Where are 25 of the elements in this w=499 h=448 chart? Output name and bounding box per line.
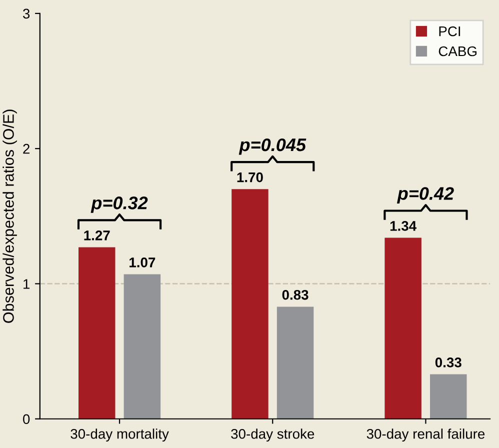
data-label: 1.27: [84, 230, 110, 240]
bar: [232, 189, 268, 419]
data-label: 1.70: [237, 172, 263, 182]
y-axis-title: Observed/expected ratios (O/E): [2, 110, 17, 323]
x-tick-label: 30-day stroke: [231, 428, 314, 442]
legend-label: PCI: [439, 26, 460, 36]
annotation: p=0.045: [238, 138, 306, 155]
legend-label: CABG: [438, 46, 476, 56]
bar: [384, 238, 422, 419]
x-tick-label: 30-day mortality: [70, 428, 169, 442]
y-tick-label: 2: [23, 144, 30, 154]
data-label: 1.34: [390, 221, 417, 231]
data-label: 1.07: [130, 258, 156, 268]
y-tick-label: 3: [23, 8, 30, 19]
data-label: 0.83: [282, 290, 308, 300]
bar: [78, 247, 116, 419]
bar: [124, 274, 161, 419]
annotation: p=0.42: [396, 187, 454, 204]
data-label: 0.33: [435, 358, 462, 368]
y-tick-label: 0: [23, 414, 30, 424]
y-tick-label: 1: [24, 279, 30, 289]
bar: [430, 374, 467, 419]
annotation: p=0.32: [90, 196, 148, 213]
x-tick-label: 30-day renal failure: [366, 428, 485, 442]
bar: [276, 306, 314, 419]
